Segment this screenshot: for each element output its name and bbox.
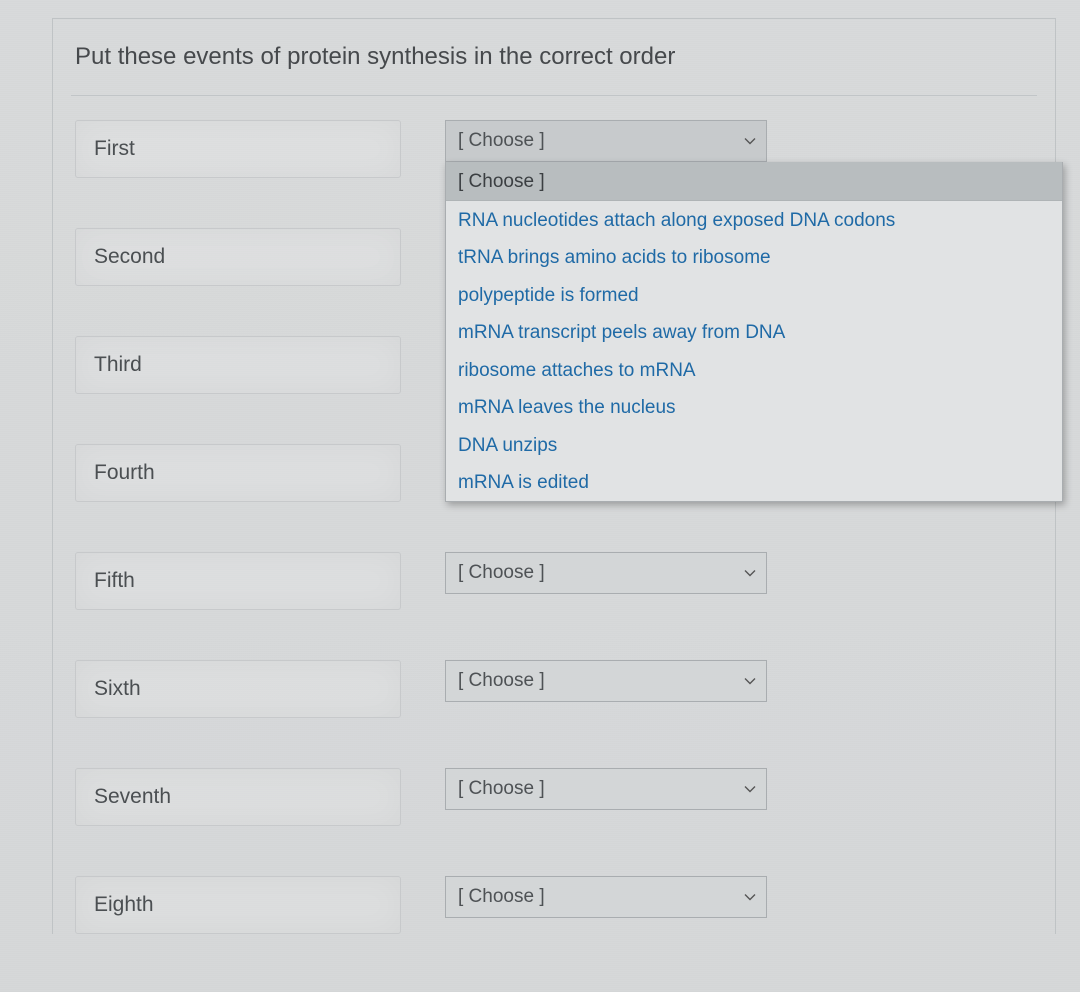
select-fifth[interactable]: [ Choose ]: [445, 552, 767, 594]
select-seventh[interactable]: [ Choose ]: [445, 768, 767, 810]
dropdown-option-header[interactable]: [ Choose ]: [446, 162, 1062, 201]
select-wrap-sixth: [ Choose ]: [445, 660, 767, 702]
dropdown-option[interactable]: ribosome attaches to mRNA: [446, 351, 1062, 389]
chevron-down-icon: [744, 891, 756, 903]
divider: [71, 95, 1037, 96]
order-label-second: Second: [75, 228, 401, 286]
select-value: [ Choose ]: [458, 670, 545, 692]
question-title: Put these events of protein synthesis in…: [75, 39, 1033, 95]
select-value: [ Choose ]: [458, 886, 545, 908]
select-value: [ Choose ]: [458, 130, 545, 152]
dropdown-option[interactable]: mRNA is edited: [446, 463, 1062, 501]
order-row-seventh: Seventh [ Choose ]: [75, 768, 1033, 876]
order-label-third: Third: [75, 336, 401, 394]
dropdown-option[interactable]: mRNA transcript peels away from DNA: [446, 313, 1062, 351]
order-label-fourth: Fourth: [75, 444, 401, 502]
dropdown-panel: [ Choose ] RNA nucleotides attach along …: [445, 162, 1063, 502]
dropdown-option[interactable]: mRNA leaves the nucleus: [446, 388, 1062, 426]
select-wrap-seventh: [ Choose ]: [445, 768, 767, 810]
select-value: [ Choose ]: [458, 778, 545, 800]
order-label-sixth: Sixth: [75, 660, 401, 718]
order-label-text: Fourth: [94, 461, 155, 485]
dropdown-option[interactable]: RNA nucleotides attach along exposed DNA…: [446, 201, 1062, 239]
order-label-text: First: [94, 137, 135, 161]
order-row-first: First [ Choose ] [ Choose ] RNA nucleoti…: [75, 120, 1033, 228]
order-label-text: Third: [94, 353, 142, 377]
select-first[interactable]: [ Choose ]: [445, 120, 767, 162]
dropdown-option[interactable]: polypeptide is formed: [446, 276, 1062, 314]
chevron-down-icon: [744, 783, 756, 795]
chevron-down-icon: [744, 675, 756, 687]
question-container: Put these events of protein synthesis in…: [52, 18, 1056, 934]
order-label-first: First: [75, 120, 401, 178]
order-row-sixth: Sixth [ Choose ]: [75, 660, 1033, 768]
select-eighth[interactable]: [ Choose ]: [445, 876, 767, 918]
order-label-text: Eighth: [94, 893, 154, 917]
select-wrap-first: [ Choose ] [ Choose ] RNA nucleotides at…: [445, 120, 767, 162]
order-label-seventh: Seventh: [75, 768, 401, 826]
order-label-eighth: Eighth: [75, 876, 401, 934]
chevron-down-icon: [744, 135, 756, 147]
order-label-text: Seventh: [94, 785, 171, 809]
select-wrap-fifth: [ Choose ]: [445, 552, 767, 594]
dropdown-option[interactable]: tRNA brings amino acids to ribosome: [446, 238, 1062, 276]
order-label-text: Fifth: [94, 569, 135, 593]
order-label-text: Sixth: [94, 677, 141, 701]
select-value: [ Choose ]: [458, 562, 545, 584]
dropdown-option[interactable]: DNA unzips: [446, 426, 1062, 464]
order-row-fifth: Fifth [ Choose ]: [75, 552, 1033, 660]
order-row-eighth: Eighth [ Choose ]: [75, 876, 1033, 934]
chevron-down-icon: [744, 567, 756, 579]
select-wrap-eighth: [ Choose ]: [445, 876, 767, 918]
order-label-fifth: Fifth: [75, 552, 401, 610]
select-sixth[interactable]: [ Choose ]: [445, 660, 767, 702]
order-label-text: Second: [94, 245, 165, 269]
